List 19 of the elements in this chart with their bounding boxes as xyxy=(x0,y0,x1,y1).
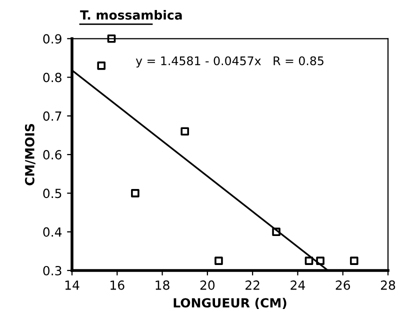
y-tick-label: 0.7 xyxy=(43,111,62,121)
x-tick-label: 22 xyxy=(246,280,260,290)
x-tick-label: 28 xyxy=(380,280,396,290)
y-tick-label: 0.4 xyxy=(43,227,62,237)
annotation: y = 1.4581 - 0.0457x R = 0.85 xyxy=(136,56,324,68)
x-tick-label: 24 xyxy=(290,280,305,290)
x-tick-label: 20 xyxy=(200,280,215,290)
y-tick-label: 0.8 xyxy=(43,72,62,82)
x-axis-title: LONGUEUR (CM) xyxy=(174,298,286,309)
x-tick-label: 16 xyxy=(110,280,124,290)
y-tick-label: 0.3 xyxy=(43,266,62,276)
x-tick-label: 14 xyxy=(65,280,80,290)
x-tick-label: 26 xyxy=(336,280,350,290)
y-axis-title: CM/MOIS xyxy=(24,124,36,186)
y-tick-label: 0.6 xyxy=(43,150,62,160)
x-tick-label: 18 xyxy=(156,280,170,290)
y-tick-label: 0.9 xyxy=(43,34,62,44)
chart-title: T. mossambica xyxy=(80,10,182,20)
y-tick-label: 0.5 xyxy=(43,188,62,198)
